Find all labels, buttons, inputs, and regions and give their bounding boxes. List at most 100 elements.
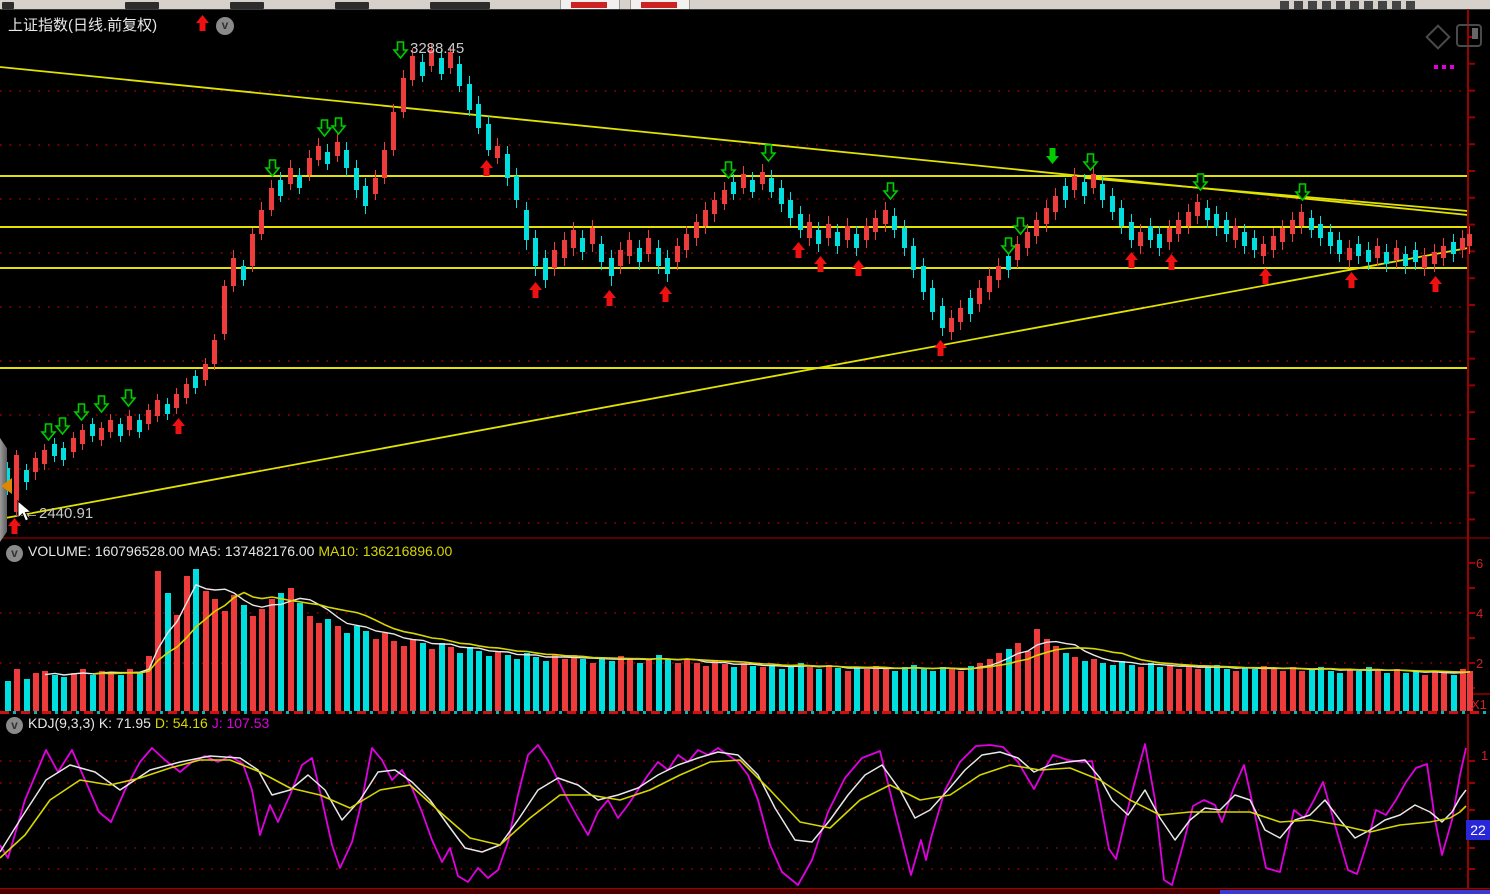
volume-bar	[524, 653, 530, 711]
buy-signal-arrow	[1165, 254, 1178, 270]
volume-bar	[24, 679, 30, 711]
volume-bar	[1280, 671, 1286, 711]
volume-bar	[543, 661, 549, 711]
volume-bar	[996, 653, 1002, 711]
candle-body	[278, 180, 283, 196]
candle-body	[1119, 208, 1124, 226]
volume-bar	[987, 659, 993, 711]
candle-body	[316, 146, 321, 160]
candle-body	[495, 146, 500, 158]
candle-body	[486, 124, 491, 150]
candle-body	[307, 158, 312, 175]
buy-signal-arrow	[172, 418, 185, 434]
candle-body	[769, 178, 774, 192]
volume-bar	[1252, 669, 1258, 711]
candle-body	[363, 186, 368, 206]
volume-bar	[420, 643, 426, 711]
candle-body	[391, 112, 396, 150]
toolbar-button-red-2[interactable]	[630, 0, 690, 9]
candle-body	[1224, 220, 1229, 234]
candle-body	[5, 468, 10, 486]
bottom-scroll-progress[interactable]	[1220, 890, 1490, 894]
candle-body	[684, 234, 689, 250]
buy-signal-arrow	[1429, 276, 1442, 292]
volume-bar	[429, 649, 435, 711]
volume-bar	[439, 643, 445, 711]
candle-body	[1451, 242, 1456, 254]
candle-body	[288, 168, 293, 184]
buy-signal-arrow	[1259, 268, 1272, 284]
candle-body	[750, 180, 755, 192]
volume-bar	[779, 669, 785, 711]
candle-body	[52, 444, 57, 456]
volume-bar	[1356, 671, 1362, 711]
sell-signal-arrow	[93, 395, 110, 414]
trendline	[0, 247, 1469, 520]
volume-bar	[1034, 629, 1040, 711]
volume-bar	[14, 669, 20, 711]
candle-body	[665, 258, 670, 274]
volume-bar	[514, 659, 520, 711]
toolbar-mark[interactable]	[230, 2, 264, 9]
volume-bar	[1242, 667, 1248, 711]
volume-bar	[448, 647, 454, 711]
bottom-scroll-strip[interactable]	[0, 888, 1490, 894]
collapse-volume-pane-icon[interactable]: v	[6, 545, 23, 562]
candle-body	[1375, 246, 1380, 258]
collapse-main-pane-icon[interactable]: v	[216, 17, 234, 35]
sidebar-toggle-icon[interactable]	[1456, 24, 1482, 47]
volume-bar	[1337, 673, 1343, 711]
volume-bar	[637, 663, 643, 711]
candle-body	[1422, 256, 1427, 268]
kdj-d-line	[0, 759, 1467, 859]
sell-signal-arrow	[120, 389, 137, 408]
volume-bar	[391, 641, 397, 711]
volume-bar	[118, 675, 124, 711]
candle-body	[1176, 220, 1181, 234]
sell-signal-arrow	[1294, 183, 1311, 202]
volume-bar	[486, 656, 492, 711]
candle-body	[1034, 220, 1039, 236]
volume-scale-4: 4	[1476, 606, 1484, 621]
candle-body	[1299, 212, 1304, 226]
candle-body	[760, 172, 765, 184]
toolbar-mark[interactable]	[2, 2, 14, 9]
toolbar-icon-cluster[interactable]	[1280, 1, 1420, 9]
candle-body	[1129, 222, 1134, 240]
volume-bar	[373, 639, 379, 711]
volume-bar	[552, 655, 558, 711]
volume-bar	[297, 603, 303, 711]
candle-body	[467, 84, 472, 110]
candle-body	[505, 154, 510, 178]
candle-body	[1205, 208, 1210, 220]
volume-bar	[1167, 665, 1173, 711]
top-toolbar[interactable]	[0, 0, 1490, 10]
candle-body	[1072, 176, 1077, 190]
volume-bar	[1441, 673, 1447, 711]
candle-body	[118, 424, 123, 436]
volume-bar	[940, 667, 946, 711]
volume-bar	[1422, 675, 1428, 711]
toolbar-mark[interactable]	[125, 2, 159, 9]
candle-body	[1138, 232, 1143, 246]
candle-body	[675, 246, 680, 262]
volume-bar	[155, 571, 161, 711]
candle-body	[798, 214, 803, 230]
volume-bar	[807, 667, 813, 711]
toolbar-button-red-1[interactable]	[560, 0, 620, 9]
candle-body	[1413, 250, 1418, 262]
candle-body	[514, 176, 519, 200]
volume-bar	[1432, 671, 1438, 711]
volume-bar	[750, 666, 756, 711]
more-options-icon[interactable]	[1434, 56, 1458, 74]
candle-body	[1318, 224, 1323, 238]
toolbar-mark[interactable]	[335, 2, 369, 9]
volume-bar	[363, 631, 369, 711]
volume-bar	[684, 659, 690, 711]
toolbar-mark[interactable]	[430, 2, 490, 9]
volume-bar	[1460, 669, 1466, 711]
collapse-kdj-pane-icon[interactable]: v	[6, 717, 23, 734]
candle-body	[968, 298, 973, 314]
volume-bar	[495, 651, 501, 711]
candle-body	[71, 438, 76, 452]
